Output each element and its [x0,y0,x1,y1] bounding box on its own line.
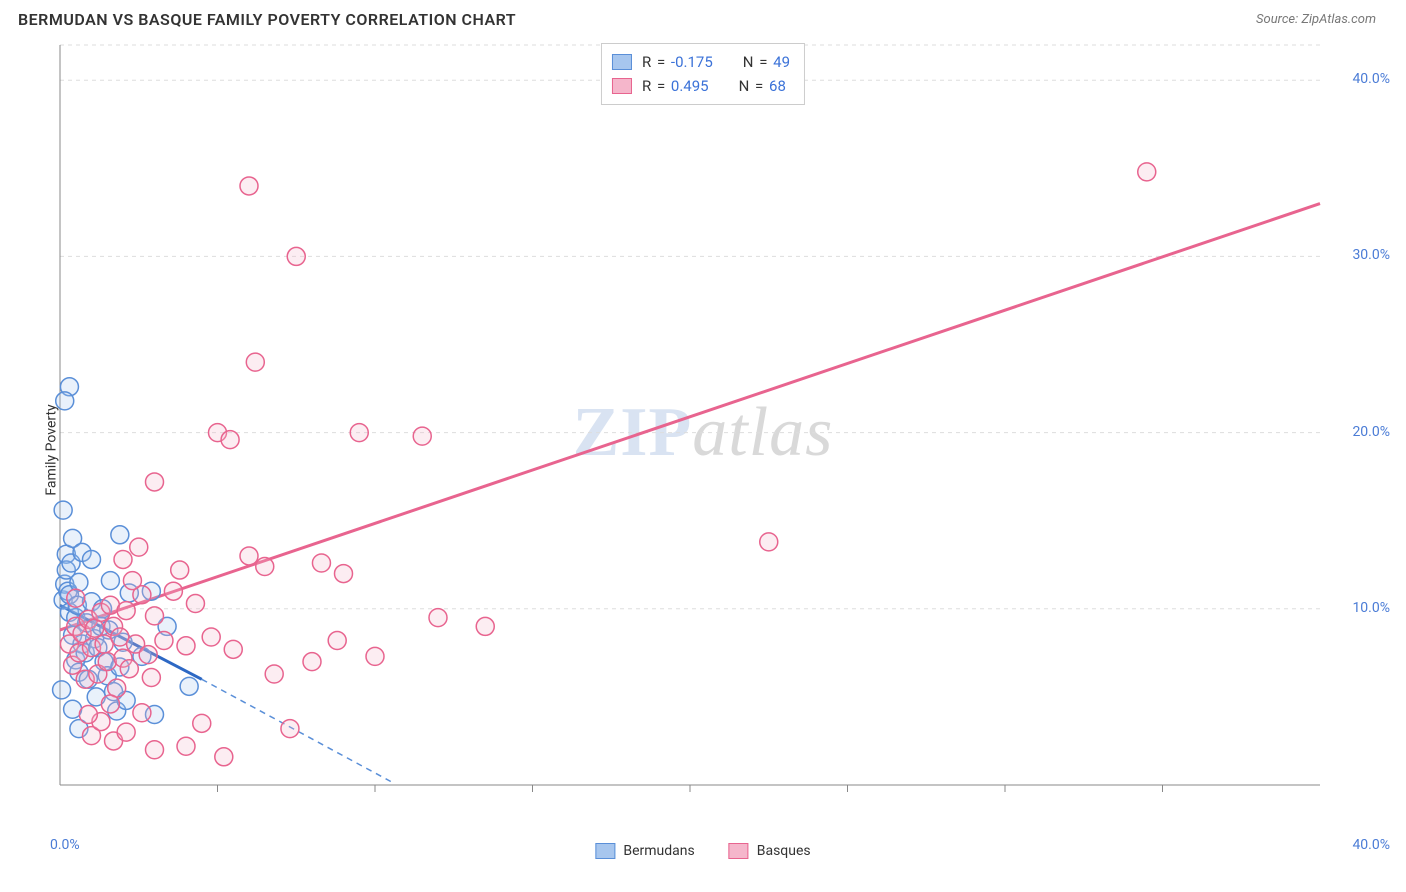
correlation-legend: R = -0.175 N = 49 R = 0.495 N = 68 [601,43,805,105]
n-value-bermudans: 49 [773,53,790,71]
x-tick-label: 40.0% [1352,837,1390,853]
legend-item-basques: Basques [729,843,811,859]
swatch-basques [612,78,632,94]
r-value-bermudans: -0.175 [671,53,713,71]
legend-label-basques: Basques [757,843,811,859]
y-tick-label: 30.0% [1352,247,1390,263]
y-tick-label: 40.0% [1352,71,1390,87]
scatter-plot [50,35,1380,825]
source-name: ZipAtlas.com [1301,12,1376,27]
chart-title: BERMUDAN VS BASQUE FAMILY POVERTY CORREL… [18,10,516,29]
r-label: R [642,53,651,71]
legend-item-bermudans: Bermudans [595,843,694,859]
chart-area: Family Poverty ZIPatlas R = -0.175 N = 4… [0,35,1406,865]
swatch-bermudans-bottom [595,843,615,859]
n-value-basques: 68 [769,77,786,95]
legend-row-bermudans: R = -0.175 N = 49 [612,50,790,74]
legend-label-bermudans: Bermudans [623,843,694,859]
x-tick-label: 0.0% [50,837,80,853]
r-value-basques: 0.495 [671,77,709,95]
n-label: N [743,53,754,71]
source-prefix: Source: [1256,12,1301,27]
y-tick-label: 10.0% [1352,600,1390,616]
y-tick-label: 20.0% [1352,424,1390,440]
swatch-basques-bottom [729,843,749,859]
source-credit: Source: ZipAtlas.com [1256,12,1376,27]
swatch-bermudans [612,54,632,70]
series-legend: Bermudans Basques [595,843,810,859]
legend-row-basques: R = 0.495 N = 68 [612,74,790,98]
chart-header: BERMUDAN VS BASQUE FAMILY POVERTY CORREL… [0,0,1406,35]
